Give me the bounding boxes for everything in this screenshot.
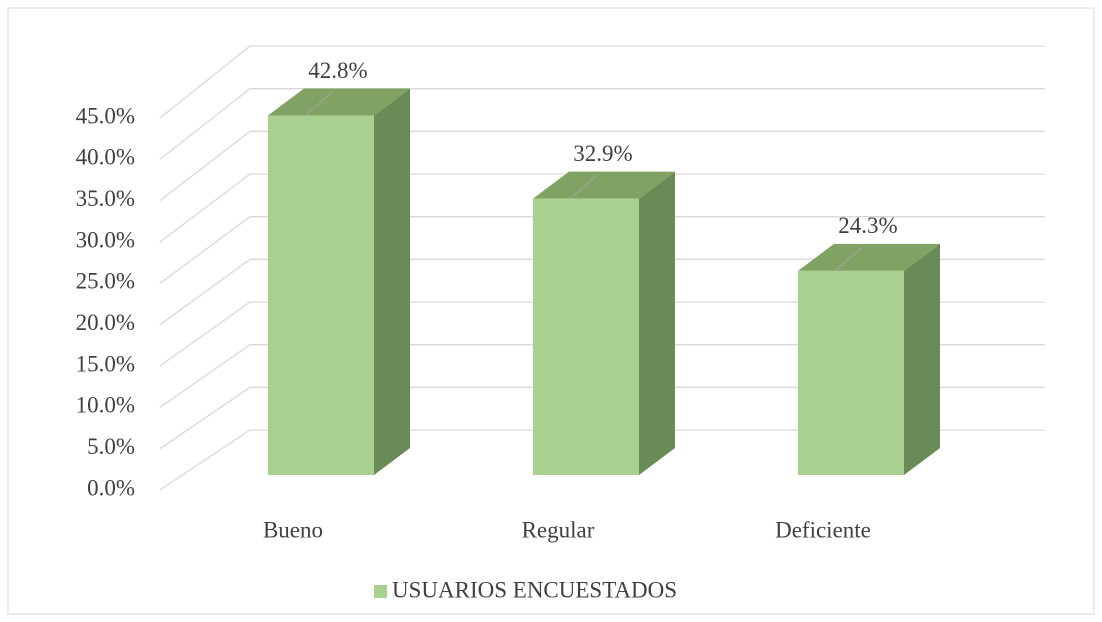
legend-label: USUARIOS ENCUESTADOS bbox=[392, 577, 677, 602]
leader-line bbox=[569, 174, 599, 200]
x-tick-label: Bueno bbox=[263, 517, 323, 542]
grid-line bbox=[159, 429, 1045, 491]
grid-line bbox=[159, 173, 1045, 243]
bar bbox=[268, 88, 410, 475]
data-label: 24.3% bbox=[838, 213, 897, 238]
grid-line bbox=[159, 386, 1045, 450]
bar-side bbox=[374, 88, 410, 475]
y-tick-label: 35.0% bbox=[76, 186, 135, 211]
y-tick-label: 10.0% bbox=[76, 393, 135, 418]
bar-side bbox=[639, 171, 675, 475]
grid-line bbox=[159, 216, 1045, 284]
y-tick-label: 40.0% bbox=[76, 145, 135, 170]
data-label: 32.9% bbox=[573, 141, 632, 166]
y-tick-label: 45.0% bbox=[76, 103, 135, 128]
grid-line bbox=[159, 258, 1045, 326]
leader-line bbox=[304, 91, 334, 116]
bar-top bbox=[798, 243, 940, 271]
bar-side bbox=[904, 243, 940, 475]
bar bbox=[533, 171, 675, 475]
x-tick-label: Regular bbox=[522, 517, 595, 542]
grid-line bbox=[159, 130, 1045, 202]
y-tick-label: 20.0% bbox=[76, 310, 135, 335]
bar bbox=[798, 243, 940, 475]
y-tick-label: 15.0% bbox=[76, 351, 135, 376]
grid-line bbox=[159, 45, 1045, 119]
leader-line bbox=[834, 246, 864, 272]
bar-top bbox=[533, 171, 675, 199]
y-tick-label: 5.0% bbox=[87, 434, 135, 459]
legend-swatch bbox=[374, 585, 387, 598]
y-tick-label: 25.0% bbox=[76, 269, 135, 294]
grid-line bbox=[159, 301, 1045, 367]
bar-front bbox=[533, 198, 639, 475]
grid-line bbox=[159, 88, 1045, 160]
data-label: 42.8% bbox=[308, 58, 367, 83]
y-tick-label: 30.0% bbox=[76, 227, 135, 252]
bar-front bbox=[268, 115, 374, 475]
bar-front bbox=[798, 270, 904, 475]
x-tick-label: Deficiente bbox=[775, 517, 871, 542]
y-tick-label: 0.0% bbox=[87, 475, 135, 500]
grid-line bbox=[159, 344, 1045, 408]
bar-top bbox=[268, 88, 410, 116]
